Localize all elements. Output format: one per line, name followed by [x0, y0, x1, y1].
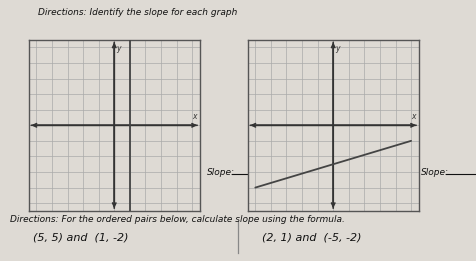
Text: (5, 5) and  (1, -2): (5, 5) and (1, -2)	[33, 233, 129, 242]
Text: Slope:: Slope:	[207, 168, 235, 177]
Text: y: y	[117, 44, 121, 53]
Text: (2, 1) and  (-5, -2): (2, 1) and (-5, -2)	[262, 233, 361, 242]
Text: Slope:: Slope:	[421, 168, 449, 177]
Text: y: y	[336, 44, 340, 53]
Text: Directions: For the ordered pairs below, calculate slope using the formula.: Directions: For the ordered pairs below,…	[10, 215, 345, 224]
Text: x: x	[411, 112, 416, 121]
Text: x: x	[192, 112, 197, 121]
Text: Directions: Identify the slope for each graph: Directions: Identify the slope for each …	[38, 8, 238, 17]
